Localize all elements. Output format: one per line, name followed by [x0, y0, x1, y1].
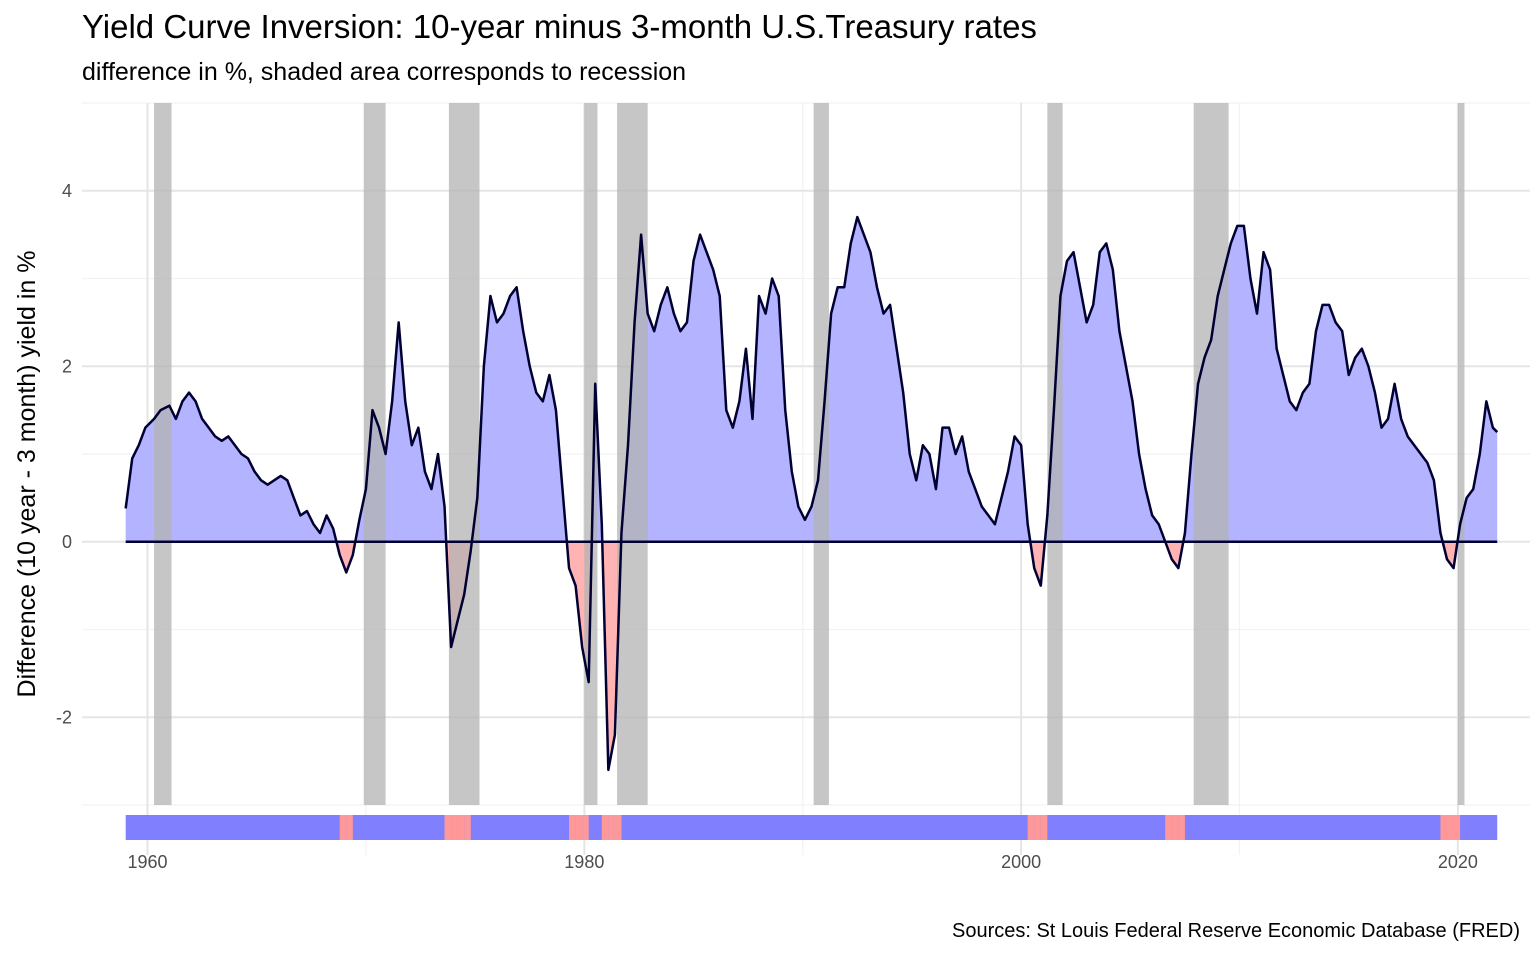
recession-band-1 — [154, 103, 172, 805]
recession-band-7 — [1047, 103, 1063, 805]
y-axis-title: Difference (10 year - 3 month) yield in … — [13, 251, 41, 698]
chart-title: Yield Curve Inversion: 10-year minus 3-m… — [82, 8, 1037, 45]
rug-inversion-segment — [339, 815, 347, 840]
recession-band-5 — [617, 103, 648, 805]
chart-subtitle: difference in %, shaded area corresponds… — [82, 58, 687, 86]
rug-inversion-segment — [1171, 815, 1179, 840]
rug-inversion-segment — [1453, 815, 1461, 840]
y-tick-label: 4 — [62, 181, 72, 201]
recession-band-4 — [584, 103, 598, 805]
rug-inversion-segment — [1178, 815, 1185, 840]
recession-band-2 — [363, 103, 386, 805]
recession-band-8 — [1193, 103, 1229, 805]
rug-inversion-segment — [569, 815, 576, 840]
positive-spread-area — [125, 217, 1498, 542]
rug-inversion-segment — [1440, 815, 1448, 840]
recession-band-9 — [1457, 103, 1465, 805]
spread-line — [124, 215, 1499, 772]
recession-band-3 — [448, 103, 480, 805]
rug-inversion-segment — [464, 815, 471, 840]
rug-inversion-segment — [608, 815, 615, 840]
rug-inversion-segment — [575, 815, 583, 840]
y-tick-label: -2 — [56, 707, 72, 727]
rug-inversion-segment — [1165, 815, 1172, 840]
rug-inversion-segment — [582, 815, 589, 840]
rug-inversion-segment — [1034, 815, 1041, 840]
x-tick-label: 2020 — [1438, 852, 1478, 872]
x-tick-label: 1960 — [127, 852, 167, 872]
rug-inversion-segment — [457, 815, 465, 840]
y-tick-label: 0 — [62, 532, 72, 552]
rug-inversion-segment — [346, 815, 353, 840]
rug-inversion-segment — [1040, 815, 1048, 840]
rug-inversion-segment — [1027, 815, 1035, 840]
rug-inversion-segment — [614, 815, 622, 840]
rug-inversion-segment — [1447, 815, 1454, 840]
x-tick-label: 2000 — [1001, 852, 1041, 872]
x-tick-label: 1980 — [564, 852, 604, 872]
rug-inversion-segment — [444, 815, 452, 840]
rug-inversion-segment — [601, 815, 609, 840]
chart-caption: Sources: St Louis Federal Reserve Econom… — [951, 920, 1520, 942]
rug-inversion-segment — [451, 815, 458, 840]
y-tick-label: 2 — [62, 356, 72, 376]
rug-strip — [125, 815, 1498, 840]
